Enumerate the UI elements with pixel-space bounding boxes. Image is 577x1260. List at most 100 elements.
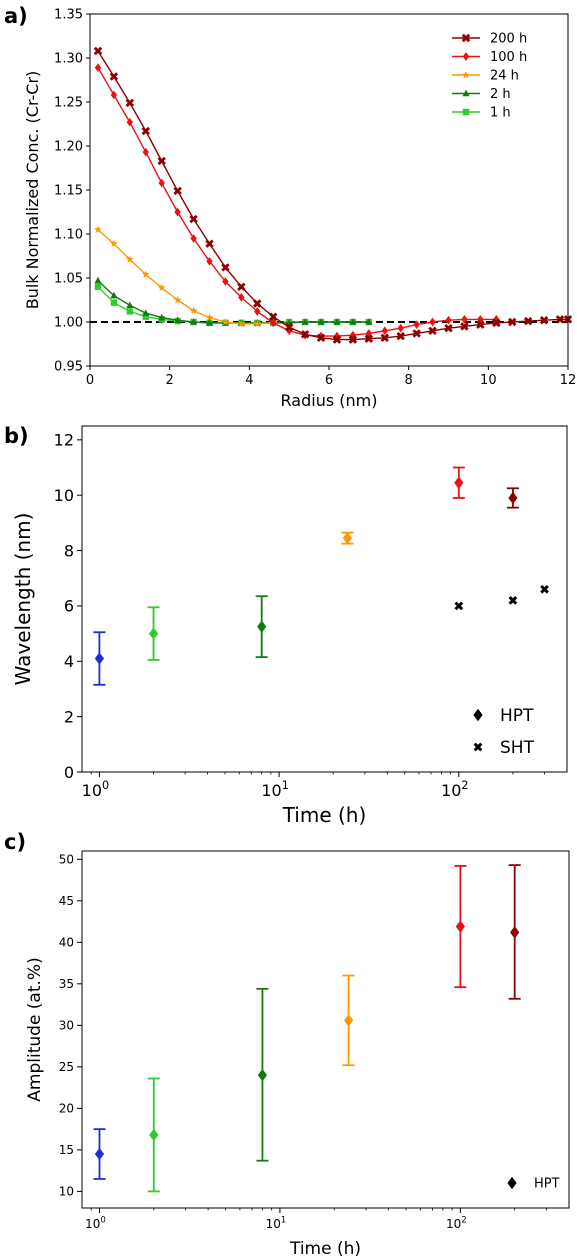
series-line bbox=[97, 229, 274, 325]
data-point bbox=[237, 319, 246, 327]
amplitude-chart: 100 101 102 10 15 20 25 30 35 40 45 50 Time (h) Ampli… bbox=[25, 850, 570, 1259]
data-point bbox=[190, 318, 198, 325]
data-point bbox=[148, 627, 159, 640]
data-point bbox=[221, 318, 230, 326]
data-point bbox=[190, 234, 197, 243]
data-point bbox=[189, 306, 198, 314]
panel-label-c: c) bbox=[4, 830, 27, 854]
data-point bbox=[364, 334, 374, 343]
x-tick-label: 100 bbox=[85, 1215, 106, 1231]
plot-frame bbox=[81, 850, 570, 1209]
y-tick-label: 15 bbox=[59, 1143, 74, 1157]
data-point bbox=[125, 98, 135, 108]
data-point bbox=[94, 652, 105, 665]
data-point bbox=[142, 313, 149, 320]
data-point bbox=[333, 318, 341, 325]
data-point bbox=[158, 178, 165, 188]
panel-label-a: a) bbox=[4, 4, 28, 28]
data-point bbox=[508, 317, 517, 327]
data-point bbox=[238, 293, 245, 302]
y-tick-label: 1.00 bbox=[54, 316, 83, 331]
data-point bbox=[94, 225, 102, 233]
data-point bbox=[332, 335, 342, 344]
data-point bbox=[555, 315, 565, 324]
data-point bbox=[205, 313, 214, 321]
plot-frame bbox=[81, 425, 568, 773]
legend-marker bbox=[473, 708, 483, 722]
data-point bbox=[205, 239, 214, 248]
plot-frame bbox=[89, 13, 569, 367]
series-2-h bbox=[94, 276, 373, 326]
data-point bbox=[149, 1128, 159, 1142]
legend-label: HPT bbox=[500, 706, 534, 726]
series-line bbox=[97, 286, 369, 324]
panel-b: b) 100 101 102 0 2 4 6 8 10 12 Time (h) Wavelength … bbox=[0, 418, 577, 827]
data-point bbox=[429, 317, 436, 327]
data-point bbox=[301, 318, 309, 325]
data-point bbox=[93, 46, 103, 56]
y-tick-label: 1.05 bbox=[54, 272, 83, 287]
series-200-h bbox=[93, 46, 573, 344]
legend-label: 2 h bbox=[490, 87, 511, 102]
data-point bbox=[94, 276, 102, 284]
data-point bbox=[257, 620, 267, 633]
data-point bbox=[221, 263, 230, 272]
legend-marker bbox=[462, 108, 470, 116]
legend-marker bbox=[462, 89, 470, 97]
legend: HPT bbox=[507, 1176, 560, 1192]
data-point bbox=[142, 309, 150, 316]
axes: 0 2 4 6 8 10 12 0.95 1.00 1.05 1.10 1.15 1.20 1.25 1.3… bbox=[23, 8, 576, 411]
y-tick-label: 45 bbox=[59, 894, 74, 908]
y-tick-label: 1.15 bbox=[54, 184, 83, 199]
y-tick-label: 30 bbox=[59, 1019, 74, 1033]
data-point bbox=[158, 313, 166, 321]
y-tick-label: 1.35 bbox=[54, 8, 83, 23]
data-point bbox=[476, 320, 485, 329]
legend-marker bbox=[473, 742, 483, 752]
x-tick-label: 100 bbox=[82, 779, 109, 800]
plot-area bbox=[93, 864, 521, 1193]
data-point bbox=[173, 296, 182, 304]
y-tick-label: 40 bbox=[59, 936, 74, 950]
data-point bbox=[174, 207, 181, 217]
y-tick-label: 1.25 bbox=[54, 96, 83, 111]
data-point bbox=[523, 316, 533, 326]
y-tick-label: 1.30 bbox=[54, 52, 83, 67]
panel-label-b: b) bbox=[4, 424, 29, 448]
x-axis-label: Time (h) bbox=[282, 803, 367, 827]
y-tick-label: 4 bbox=[64, 652, 74, 671]
data-point bbox=[110, 291, 118, 299]
legend-label: 24 h bbox=[490, 69, 519, 84]
data-point bbox=[381, 326, 388, 336]
axes: 100 101 102 10 15 20 25 30 35 40 45 50 Time (h) Ampli… bbox=[25, 853, 547, 1259]
data-point bbox=[396, 331, 405, 341]
y-tick-label: 8 bbox=[64, 541, 74, 560]
data-point bbox=[254, 307, 261, 316]
data-point bbox=[253, 319, 262, 327]
x-tick-label: 6 bbox=[325, 373, 333, 388]
y-tick-label: 12 bbox=[54, 431, 74, 450]
data-point bbox=[205, 319, 214, 326]
panel-a: a) 0 2 4 6 8 10 12 0.95 1.00 1.05 1.10 1.15 1.20 1.25… bbox=[0, 0, 577, 418]
legend-label: 100 h bbox=[490, 50, 527, 65]
data-point bbox=[454, 476, 464, 489]
legend-marker bbox=[507, 1176, 517, 1190]
data-point bbox=[413, 320, 420, 329]
data-point bbox=[126, 255, 134, 263]
x-tick-label: 10 bbox=[480, 373, 497, 388]
y-tick-label: 35 bbox=[59, 977, 74, 991]
data-point bbox=[343, 1014, 354, 1027]
y-axis-label: Amplitude (at.%) bbox=[25, 957, 45, 1101]
data-point bbox=[142, 147, 149, 157]
data-point bbox=[257, 1068, 268, 1082]
series-24-h bbox=[94, 225, 278, 327]
data-point bbox=[237, 282, 246, 292]
data-point bbox=[174, 316, 182, 323]
y-tick-label: 0 bbox=[64, 763, 74, 782]
data-point bbox=[110, 299, 118, 306]
legend-marker bbox=[462, 52, 470, 61]
x-tick-label: 8 bbox=[405, 373, 413, 388]
data-point bbox=[94, 283, 102, 290]
data-point bbox=[508, 491, 518, 505]
legend: 200 h 100 h 24 h 2 h 1 h bbox=[452, 32, 527, 121]
